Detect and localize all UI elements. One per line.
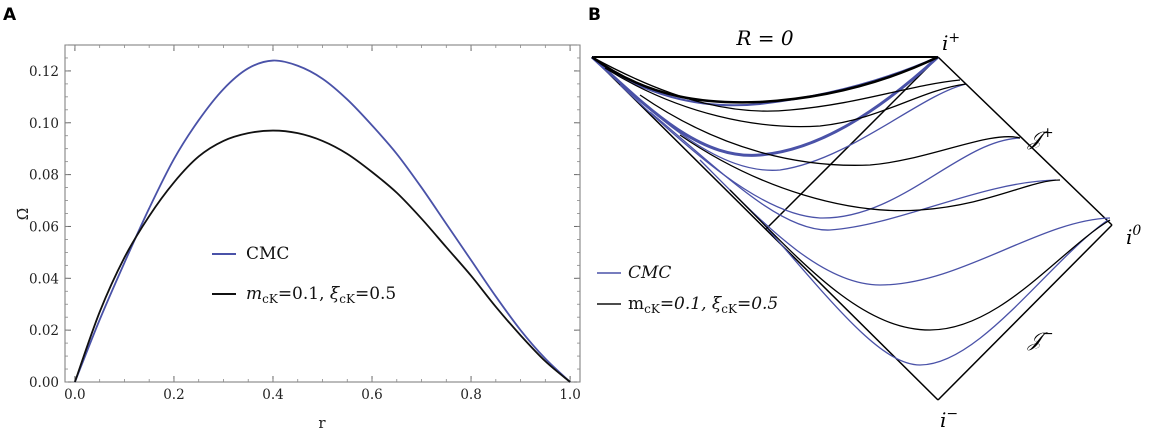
ck-slice	[679, 134, 1061, 212]
x-axis-label: r	[318, 414, 326, 432]
y-tick-label: 0.06	[29, 219, 59, 235]
scri-plus-boundary	[937, 56, 1113, 226]
y-tick-label: 0.10	[29, 116, 59, 132]
series-lines	[74, 59, 571, 383]
chart-a: 0.0 0.2 0.4 0.6 0.8 1.0 0.000.020.040.060.080…	[14, 44, 581, 432]
y-axis-label: Ω̄	[14, 208, 32, 220]
y-tick-labels: 0.00 0.02 0.04 0.06 0.08 0.10 0.12	[29, 64, 59, 391]
ck-slice	[604, 67, 967, 128]
series-ck-line	[74, 129, 571, 383]
scri-minus-boundary	[937, 224, 1113, 401]
x-tick-label: 0.2	[163, 387, 184, 403]
y-tick-label: 0.02	[29, 323, 59, 339]
panel-b-letter: B	[588, 5, 601, 25]
event-horizon	[765, 56, 939, 230]
ck-slice	[639, 94, 1021, 166]
cmc-slice	[590, 55, 940, 157]
cmc-slice	[699, 159, 1111, 286]
series-cmc-line	[74, 59, 571, 383]
y-tick-label: 0.00	[29, 375, 59, 391]
x-tick-label: 0.6	[361, 387, 382, 403]
cmc-slice	[759, 219, 1109, 366]
scri-minus-label: 𝒥−	[1027, 326, 1054, 351]
ck-slice	[591, 55, 939, 104]
ck-slice	[591, 56, 961, 112]
legend-b: CMC mcK=0.1, ξcK=0.5	[597, 263, 778, 316]
cmc-slices	[590, 55, 1111, 366]
origin-boundary	[591, 56, 939, 401]
i-zero-label: i0	[1126, 223, 1141, 249]
ck-slice	[729, 189, 1111, 331]
legend-b-label-cmc: CMC	[628, 263, 671, 283]
x-tick-label: 0.0	[64, 387, 85, 403]
tick-marks	[65, 44, 580, 383]
ck-slices	[591, 55, 1111, 331]
i-minus-label: i−	[940, 406, 958, 432]
y-tick-label: 0.12	[29, 64, 59, 80]
cmc-slice	[649, 111, 1057, 231]
cmc-slice	[619, 84, 1021, 219]
plot-frame	[64, 44, 581, 383]
diagram-b: R = 0 i+ i0 i− 𝒥+ 𝒥− CMC mcK=0.1, ξcK=0.…	[590, 26, 1141, 432]
legend-label-ck: mcK=0.1, ξcK=0.5	[246, 284, 396, 306]
legend: CMC mcK=0.1, ξcK=0.5	[212, 244, 396, 306]
i-plus-label: i+	[942, 30, 960, 55]
x-tick-label: 0.4	[262, 387, 283, 403]
singularity-label: R = 0	[735, 26, 794, 50]
panel-a-letter: A	[3, 5, 17, 25]
x-tick-label: 0.8	[460, 387, 481, 403]
y-tick-label: 0.08	[29, 168, 59, 184]
legend-b-label-ck: mcK=0.1, ξcK=0.5	[628, 294, 778, 316]
legend-label-cmc: CMC	[246, 244, 289, 264]
y-tick-label: 0.04	[29, 271, 59, 287]
scri-plus-label: 𝒥+	[1027, 125, 1054, 150]
x-tick-label: 1.0	[559, 387, 580, 403]
x-tick-labels: 0.0 0.2 0.4 0.6 0.8 1.0	[64, 387, 581, 403]
cmc-slice	[599, 64, 967, 171]
